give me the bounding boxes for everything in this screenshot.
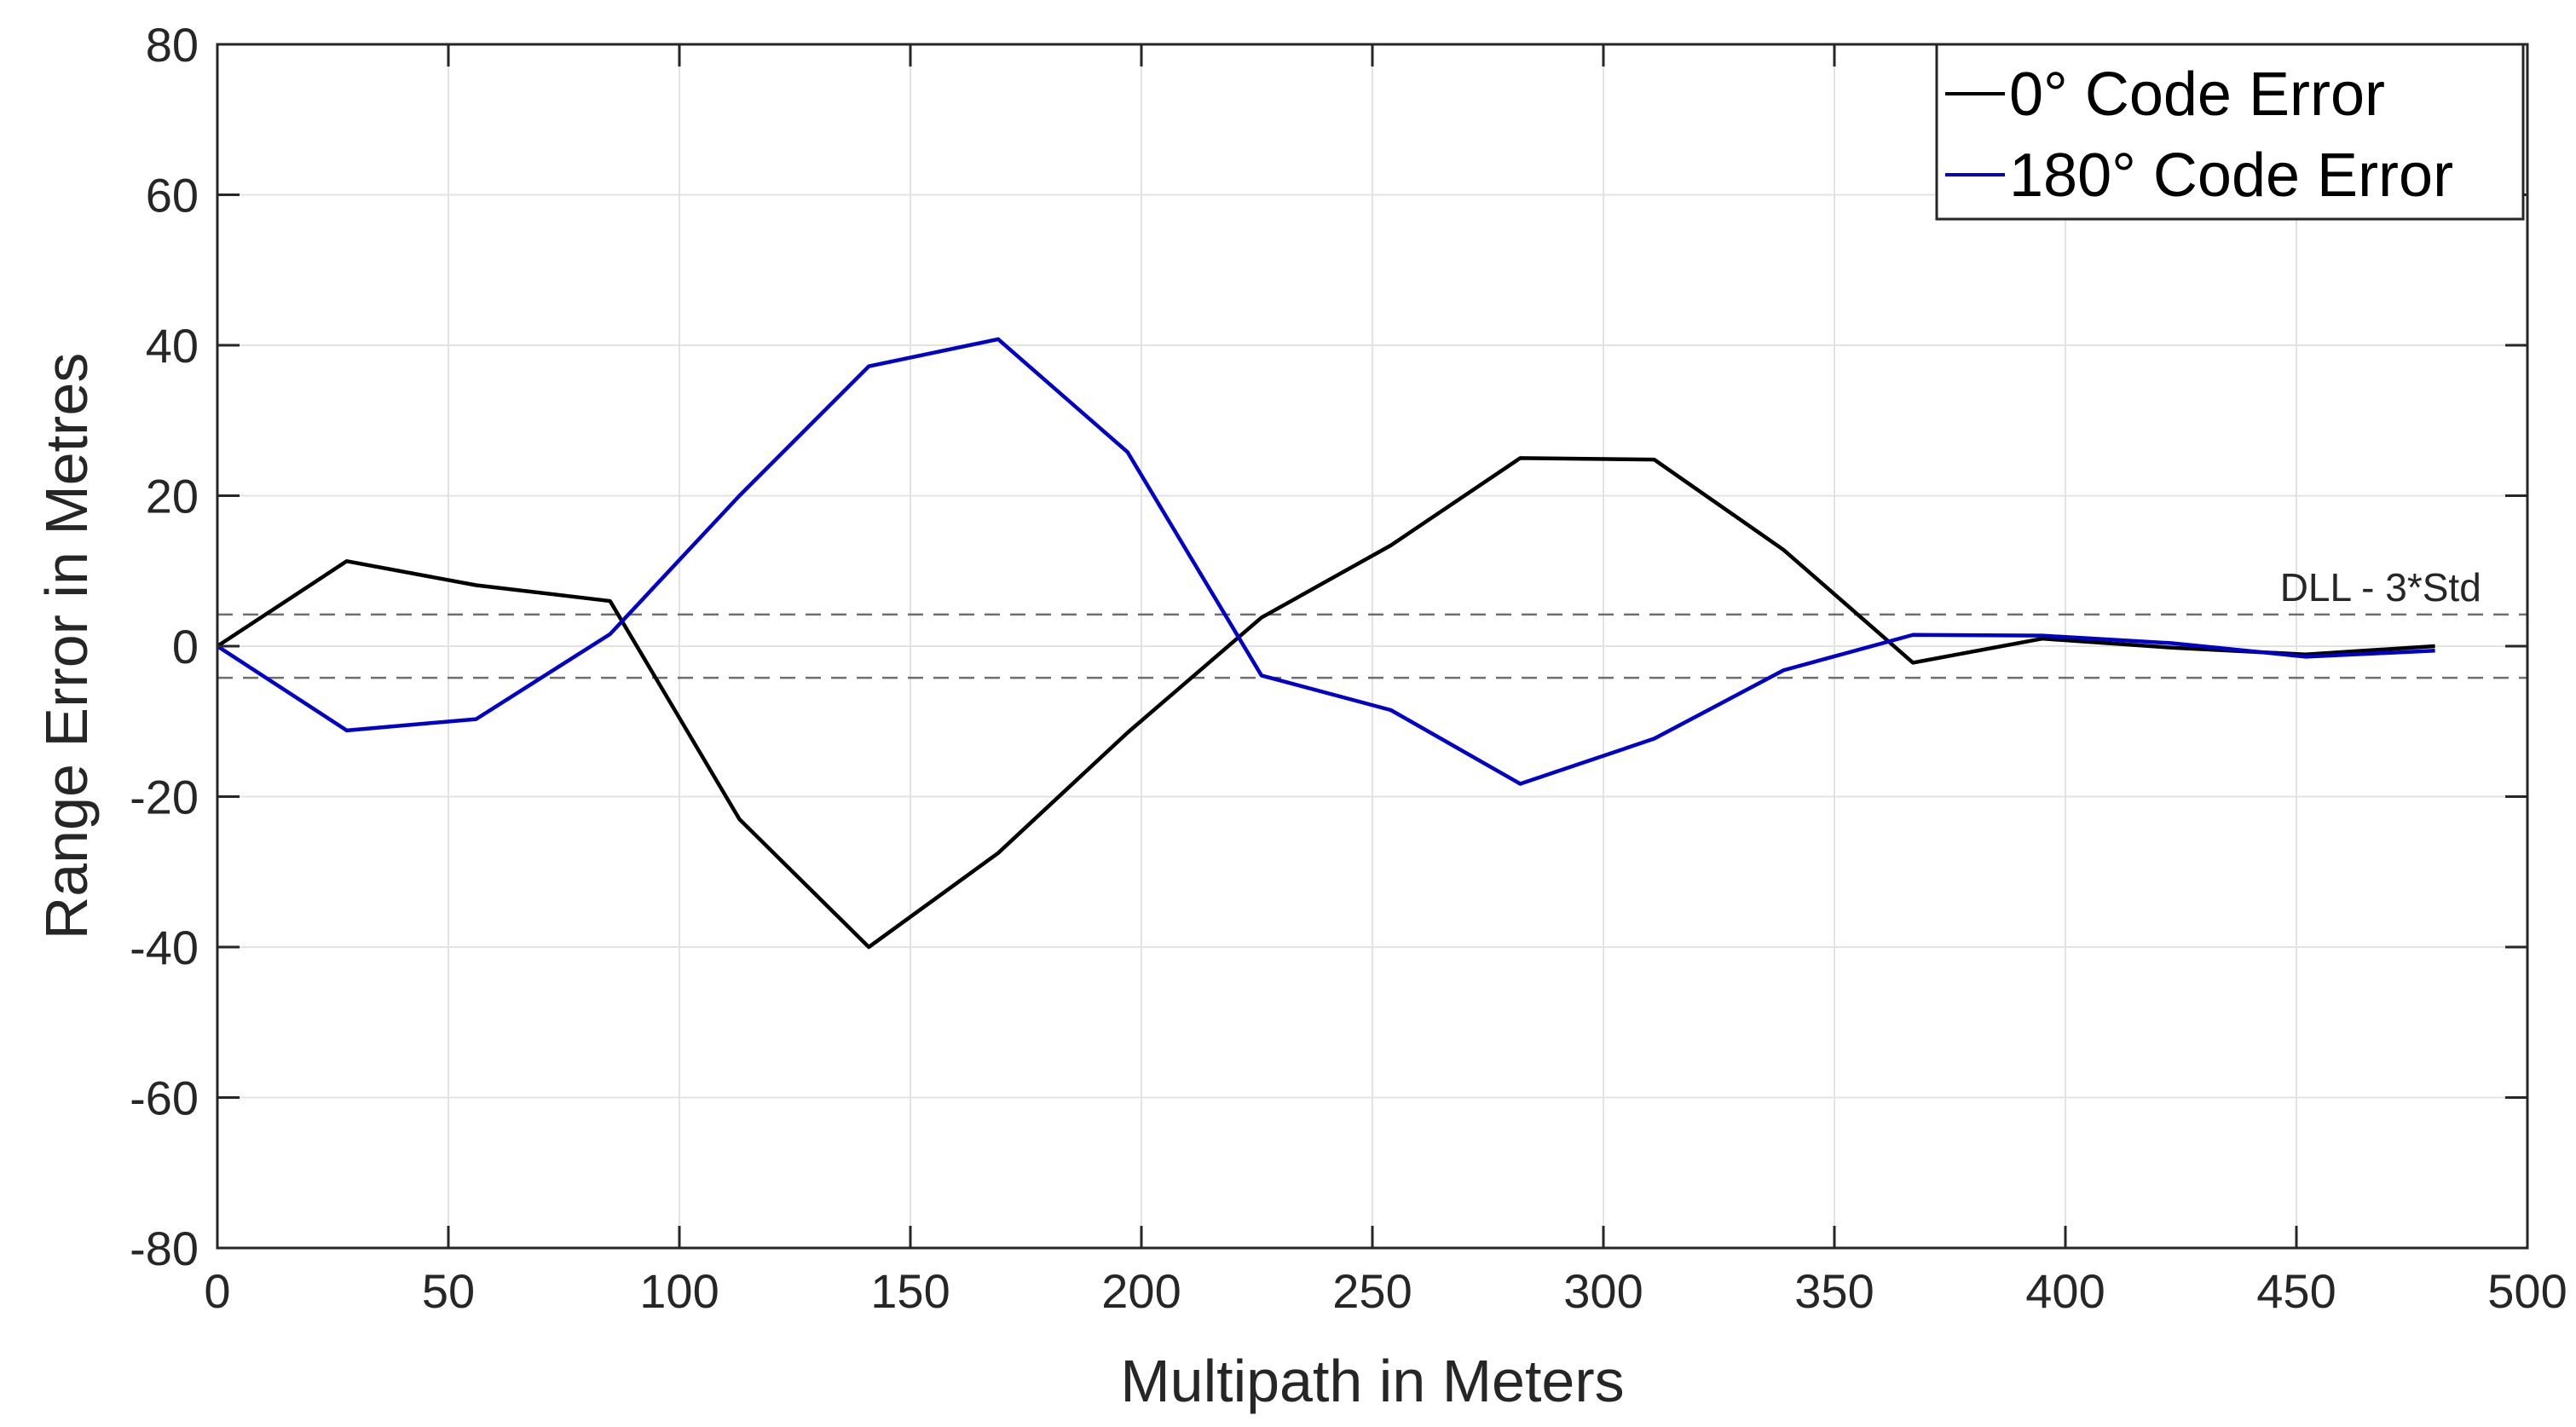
annotations: DLL - 3*Std: [2280, 565, 2481, 610]
x-tick-label: 0: [204, 1264, 230, 1318]
y-tick-label: 80: [146, 18, 199, 72]
x-tick-label: 400: [2025, 1264, 2105, 1318]
y-tick-label: 40: [146, 319, 199, 373]
x-tick-label: 350: [1794, 1264, 1874, 1318]
y-tick-label: -80: [130, 1222, 199, 1275]
y-tick-label: 60: [146, 169, 199, 222]
series-line-0deg: [216, 456, 2435, 950]
x-tick-label: 450: [2256, 1264, 2336, 1318]
x-tick-label: 150: [870, 1264, 950, 1318]
series-group: [216, 337, 2435, 950]
y-axis-label: Range Error in Metres: [33, 353, 100, 940]
y-tick-label: -20: [130, 771, 199, 824]
series-line-180deg: [216, 337, 2435, 786]
x-tick-label: 100: [639, 1264, 719, 1318]
x-axis-label: Multipath in Meters: [1120, 1348, 1624, 1414]
legend-label-180deg: 180° Code Error: [2009, 142, 2453, 210]
legend-label-0deg: 0° Code Error: [2009, 61, 2385, 129]
x-tick-label: 300: [1563, 1264, 1643, 1318]
x-tick-label: 200: [1101, 1264, 1181, 1318]
legend: 0° Code Error 180° Code Error: [1935, 43, 2525, 221]
x-tick-label: 500: [2487, 1264, 2567, 1318]
y-tick-label: 0: [172, 620, 199, 673]
legend-box: [1935, 43, 2525, 221]
x-tick-label: 250: [1332, 1264, 1412, 1318]
reference-lines: [217, 613, 2527, 679]
y-tick-label: -40: [130, 921, 199, 974]
dll-annotation: DLL - 3*Std: [2280, 565, 2481, 610]
x-tick-label: 50: [422, 1264, 475, 1318]
ticks: [216, 43, 2529, 1250]
y-tick-label: 20: [146, 470, 199, 523]
tick-labels: 0 50 100 150 200 250 300 350 400 450 500806040200-…: [130, 18, 2567, 1318]
y-tick-label: -60: [130, 1072, 199, 1125]
